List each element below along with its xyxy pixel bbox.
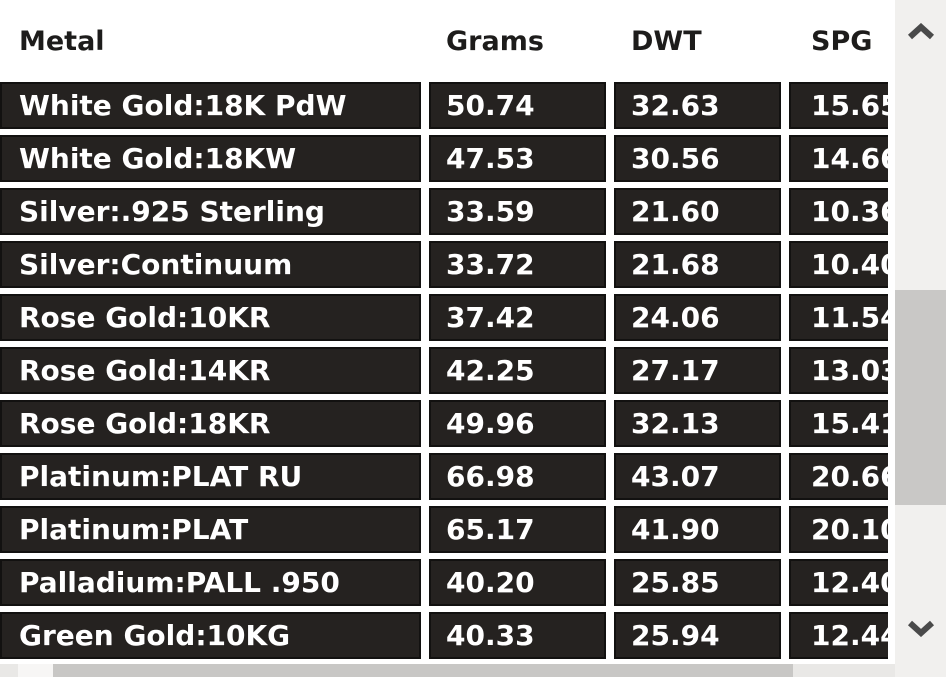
spg-cell: 10.40 xyxy=(789,241,888,288)
grams-cell: 33.59 xyxy=(429,188,606,235)
scroll-up-button[interactable] xyxy=(895,12,946,52)
dwt-cell: 25.94 xyxy=(614,612,781,659)
dwt-cell: 32.63 xyxy=(614,82,781,129)
spg-cell: 10.36 xyxy=(789,188,888,235)
metal-cell: Rose Gold:14KR xyxy=(0,347,421,394)
column-header-dwt[interactable]: DWT xyxy=(631,25,702,57)
spg-cell: 11.54 xyxy=(789,294,888,341)
metal-cell: Rose Gold:10KR xyxy=(0,294,421,341)
column-header-metal[interactable]: Metal xyxy=(19,25,105,57)
grams-cell: 40.33 xyxy=(429,612,606,659)
spg-cell: 15.41 xyxy=(789,400,888,447)
grams-cell: 40.20 xyxy=(429,559,606,606)
metal-weights-table: Metal Grams DWT SPG White Gold:18K PdW 5… xyxy=(0,0,888,659)
vertical-scrollbar-thumb[interactable] xyxy=(895,290,946,505)
metal-cell: Rose Gold:18KR xyxy=(0,400,421,447)
spg-cell: 20.66 xyxy=(789,453,888,500)
table-row[interactable]: Platinum:PLAT 65.17 41.90 20.10 xyxy=(0,506,888,553)
table-row[interactable]: White Gold:18KW 47.53 30.56 14.66 xyxy=(0,135,888,182)
grams-cell: 42.25 xyxy=(429,347,606,394)
spg-cell: 12.40 xyxy=(789,559,888,606)
table-row[interactable]: Silver:Continuum 33.72 21.68 10.40 xyxy=(0,241,888,288)
metal-cell: Palladium:PALL .950 xyxy=(0,559,421,606)
table-row[interactable]: Palladium:PALL .950 40.20 25.85 12.40 xyxy=(0,559,888,606)
spg-cell: 12.44 xyxy=(789,612,888,659)
metal-cell: Silver:.925 Sterling xyxy=(0,188,421,235)
metal-cell: White Gold:18KW xyxy=(0,135,421,182)
chevron-down-icon xyxy=(907,620,934,637)
table-row[interactable]: Rose Gold:18KR 49.96 32.13 15.41 xyxy=(0,400,888,447)
spg-cell: 13.03 xyxy=(789,347,888,394)
horizontal-scrollbar[interactable] xyxy=(0,664,895,677)
dwt-cell: 25.85 xyxy=(614,559,781,606)
table-row[interactable]: Green Gold:10KG 40.33 25.94 12.44 xyxy=(0,612,888,659)
table-row[interactable]: White Gold:18K PdW 50.74 32.63 15.65 xyxy=(0,82,888,129)
spg-cell: 15.65 xyxy=(789,82,888,129)
grams-cell: 47.53 xyxy=(429,135,606,182)
scroll-down-button[interactable] xyxy=(895,608,946,648)
table-row[interactable]: Silver:.925 Sterling 33.59 21.60 10.36 xyxy=(0,188,888,235)
grams-cell: 33.72 xyxy=(429,241,606,288)
dwt-cell: 41.90 xyxy=(614,506,781,553)
table-row[interactable]: Rose Gold:10KR 37.42 24.06 11.54 xyxy=(0,294,888,341)
dwt-cell: 27.17 xyxy=(614,347,781,394)
metal-cell: Platinum:PLAT xyxy=(0,506,421,553)
dwt-cell: 21.68 xyxy=(614,241,781,288)
dwt-cell: 24.06 xyxy=(614,294,781,341)
metal-cell: White Gold:18K PdW xyxy=(0,82,421,129)
spg-cell: 20.10 xyxy=(789,506,888,553)
grams-cell: 37.42 xyxy=(429,294,606,341)
table-row[interactable]: Platinum:PLAT RU 66.98 43.07 20.66 xyxy=(0,453,888,500)
metal-cell: Platinum:PLAT RU xyxy=(0,453,421,500)
spg-cell: 14.66 xyxy=(789,135,888,182)
grams-cell: 49.96 xyxy=(429,400,606,447)
dwt-cell: 30.56 xyxy=(614,135,781,182)
horizontal-scroll-left-button[interactable] xyxy=(18,664,53,677)
dwt-cell: 32.13 xyxy=(614,400,781,447)
table-header: Metal Grams DWT SPG xyxy=(0,0,888,82)
table-row[interactable]: Rose Gold:14KR 42.25 27.17 13.03 xyxy=(0,347,888,394)
dwt-cell: 43.07 xyxy=(614,453,781,500)
metal-cell: Green Gold:10KG xyxy=(0,612,421,659)
grams-cell: 66.98 xyxy=(429,453,606,500)
column-header-spg[interactable]: SPG xyxy=(811,25,873,57)
dwt-cell: 21.60 xyxy=(614,188,781,235)
vertical-scrollbar[interactable] xyxy=(895,0,946,677)
grams-cell: 50.74 xyxy=(429,82,606,129)
metal-cell: Silver:Continuum xyxy=(0,241,421,288)
grams-cell: 65.17 xyxy=(429,506,606,553)
column-header-grams[interactable]: Grams xyxy=(446,25,544,57)
chevron-up-icon xyxy=(907,23,934,40)
horizontal-scrollbar-thumb[interactable] xyxy=(53,664,793,677)
